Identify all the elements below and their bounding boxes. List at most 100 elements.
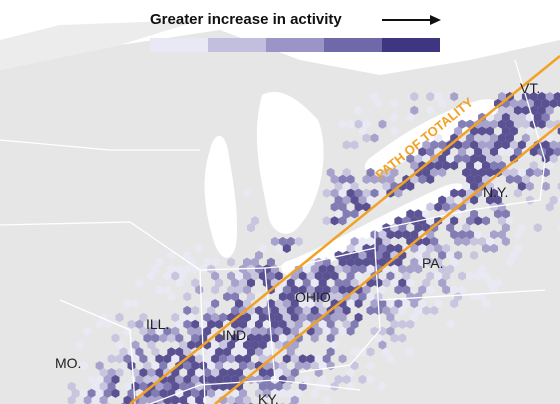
hex [167,374,176,385]
hex [322,188,331,198]
hex [545,147,554,157]
hex [223,347,232,357]
hex [302,361,311,371]
hex [235,368,243,378]
hex [95,361,104,371]
hex [394,230,403,240]
hex [251,312,259,322]
hex [231,333,239,343]
hex [219,354,228,364]
hex [406,181,415,191]
hex [414,264,423,274]
hex [474,216,482,226]
hex [410,161,419,171]
hex [175,278,184,288]
hex [505,147,514,157]
hex [498,92,506,102]
hex [450,161,459,171]
hex [211,271,220,281]
hex [211,312,220,322]
state-label: ILL. [146,316,169,332]
hex [119,347,128,357]
hex [410,216,419,226]
hex [490,243,498,253]
hex [470,154,478,164]
hex [486,195,494,205]
hex [262,374,271,385]
hex [155,354,164,364]
hex [75,340,84,350]
hex [147,368,156,378]
hex [219,312,228,322]
hex [466,133,475,143]
hex [358,374,367,385]
hex [394,188,403,198]
hex [545,119,554,129]
hex [338,257,347,267]
hex [211,299,220,309]
hex [426,147,435,157]
hex [243,326,251,336]
hex [183,319,192,329]
hex [517,167,526,178]
hex [350,319,359,329]
hex [426,202,435,212]
hex [390,319,399,329]
hex [410,243,419,253]
hex [450,230,459,240]
hex [191,305,200,316]
hex [350,264,359,274]
hex [426,257,435,267]
hex [494,181,502,191]
hex [501,140,510,150]
hex [394,216,403,226]
hex [91,395,100,404]
hex [179,271,188,281]
hex [386,326,395,336]
hex [398,278,407,288]
hex [247,347,255,357]
hex [382,236,391,247]
hex [470,167,478,178]
hex [274,312,283,322]
hex [513,119,522,129]
hex [338,174,347,184]
hex [378,381,387,391]
hex [382,305,391,316]
hex [298,271,307,281]
hex [513,174,522,184]
hex [306,271,315,281]
hex [286,278,295,288]
hex [243,271,251,281]
hex [247,319,255,329]
hex [235,395,243,404]
hex [314,285,323,295]
hex [366,167,375,178]
hex [442,285,451,295]
hex [462,236,471,247]
hex [557,224,560,232]
hex [262,319,271,329]
hex [350,236,359,247]
hex [537,119,546,129]
hex [390,112,399,122]
hex [513,105,522,115]
hex [350,278,359,288]
hex [509,250,518,260]
hex [338,119,347,129]
path-edge [214,123,560,404]
hex [318,305,327,316]
hex [517,112,526,122]
hex [541,112,550,122]
hex [255,264,263,274]
hex [382,347,391,357]
hex [207,361,216,371]
hex [278,361,287,371]
hex [147,340,156,350]
hex [123,326,132,336]
hex [155,368,164,378]
hex [422,167,431,178]
hex [318,292,327,302]
hex [290,368,299,378]
hex [322,395,331,404]
